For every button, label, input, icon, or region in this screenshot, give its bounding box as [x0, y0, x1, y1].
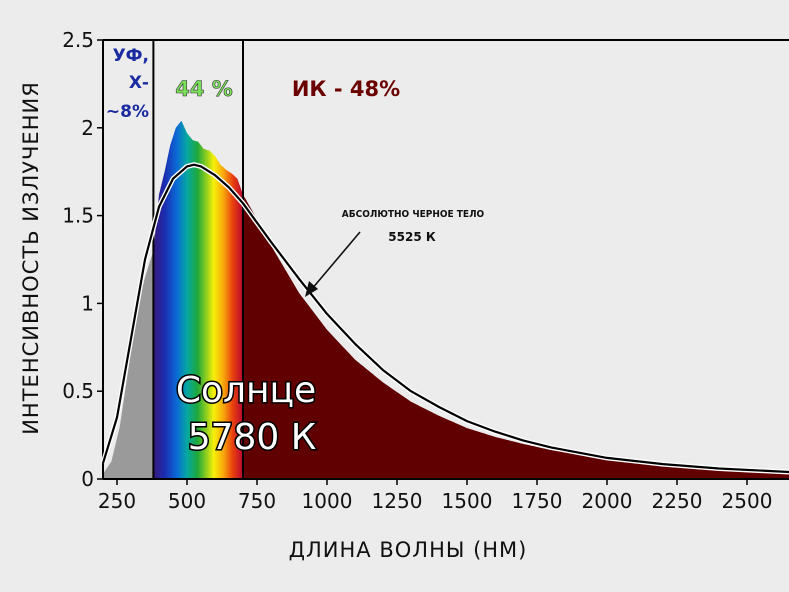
y-tick-label: 0.5: [62, 379, 94, 403]
sun-label-1: Солнце: [176, 370, 316, 411]
visible-band-label: 44 %: [175, 77, 233, 101]
x-tick-label: 1250: [372, 489, 423, 513]
x-tick-label: 500: [168, 489, 206, 513]
x-tick-label: 1000: [302, 489, 353, 513]
uv-band-label-3: ~8%: [106, 102, 149, 122]
band-area-1: [153, 120, 243, 480]
band-boundaries: [152, 40, 244, 479]
x-tick-label: 250: [98, 489, 136, 513]
uv-band-label-1: УФ,: [113, 46, 149, 66]
x-tick-label: 2500: [722, 489, 773, 513]
blackbody-arrow-line: [310, 231, 361, 291]
ir-band-label: ИК - 48%: [292, 77, 400, 101]
y-tick-label: 1: [81, 291, 94, 315]
x-tick-label: 2000: [582, 489, 633, 513]
x-axis-title: ДЛИНА ВОЛНЫ (НМ): [289, 538, 528, 562]
sun-label-2: 5780 К: [188, 417, 317, 458]
blackbody-label: АБСОЛЮТНО ЧЕРНОЕ ТЕЛО: [342, 209, 485, 220]
y-tick-label: 0: [81, 467, 94, 491]
curves: [100, 162, 789, 475]
blackbody-arrow-head: [305, 281, 318, 297]
plot-areas: [103, 120, 789, 480]
band-area-2: [243, 194, 789, 479]
y-tick-label: 1.5: [62, 204, 94, 228]
x-tick-label: 1750: [512, 489, 563, 513]
labels: УФ, Х- ~8% 44 % ИК - 48% АБСОЛЮТНО ЧЕРНО…: [19, 46, 528, 562]
axes: 0 0.5 1 1.5 2 2.5 250 500 750 1000 1250 1500 1750 200…: [62, 28, 789, 513]
x-tick-label: 2250: [652, 489, 703, 513]
y-tick-label: 2: [81, 116, 94, 140]
y-axis-title: ИНТЕНСИВНОСТЬ ИЗЛУЧЕНИЯ: [19, 81, 43, 435]
uv-band-label-2: Х-: [129, 73, 149, 93]
blackbody-temp-label: 5525 К: [388, 230, 436, 244]
blackbody-curve: [101, 163, 789, 474]
x-tick-label: 1500: [442, 489, 493, 513]
x-tick-label: 750: [238, 489, 276, 513]
y-tick-label: 2.5: [62, 28, 94, 52]
band-area-0: [103, 250, 154, 479]
